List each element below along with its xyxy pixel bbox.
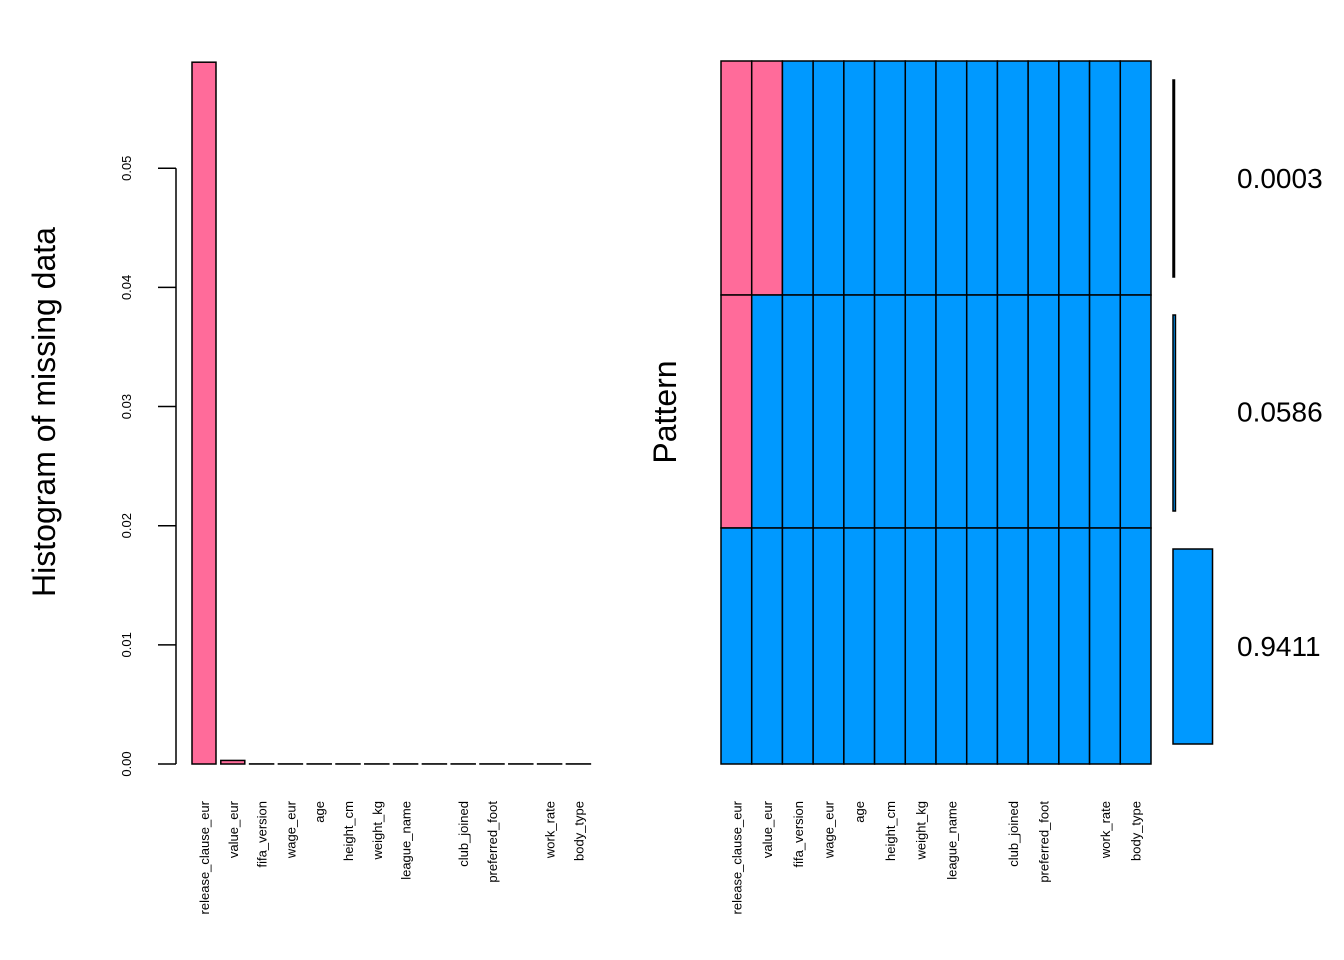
- pattern-cell: [720, 294, 753, 529]
- pattern-cell: [1088, 527, 1122, 765]
- histogram-x-tick-label: age: [312, 801, 327, 823]
- pattern-cell: [843, 60, 876, 296]
- histogram-x-tick-label: height_cm: [341, 801, 356, 861]
- pattern-cell: [873, 527, 907, 765]
- pattern-x-tick-label: wage_eur: [822, 800, 837, 859]
- histogram-x-tick-label: value_eur: [226, 800, 241, 858]
- pattern-cell: [996, 527, 1029, 765]
- pattern-cell: [812, 294, 845, 529]
- histogram-y-tick-label: 0.05: [119, 156, 134, 181]
- pattern-x-tick-label: height_cm: [883, 801, 898, 861]
- pattern-cell: [1027, 60, 1060, 296]
- pattern-x-tick-label: value_eur: [760, 800, 775, 858]
- pattern-cell: [812, 527, 845, 765]
- pattern-proportion-legend: 0.0003 0.0586 0.9411: [1172, 79, 1323, 745]
- pattern-cell: [996, 294, 1029, 529]
- pattern-x-tick-label: fifa_version: [791, 801, 806, 867]
- histogram-bar: [191, 61, 217, 765]
- pattern-proportion-label: 0.9411: [1237, 631, 1321, 662]
- pattern-cell: [935, 294, 968, 529]
- pattern-y-axis-label: Pattern: [647, 360, 683, 463]
- histogram-x-tick-label: body_type: [571, 801, 586, 861]
- pattern-proportion-bar: [1172, 79, 1176, 278]
- pattern-cell: [720, 60, 753, 296]
- pattern-cell: [1058, 60, 1091, 296]
- pattern-x-tick-label: release_clause_eur: [729, 800, 744, 914]
- pattern-cell: [935, 60, 968, 296]
- pattern-x-tick-label: league_name: [944, 801, 959, 880]
- pattern-x-tick-label: preferred_foot: [1037, 801, 1052, 883]
- pattern-proportion-bar: [1172, 548, 1214, 745]
- pattern-cell: [1119, 60, 1152, 296]
- pattern-cell: [1088, 294, 1122, 529]
- histogram-bars: [191, 61, 592, 765]
- pattern-proportion-label: 0.0003: [1237, 163, 1323, 194]
- histogram-y-axis: 0.00 0.01 0.02 0.03 0.04 0.05: [119, 156, 177, 777]
- histogram-x-tick-label: preferred_foot: [485, 801, 500, 883]
- histogram-x-tick-label: league_name: [399, 801, 414, 880]
- pattern-cell: [720, 527, 753, 765]
- pattern-cell: [1119, 527, 1152, 765]
- pattern-cell: [1088, 60, 1122, 296]
- histogram-y-tick-label: 0.02: [119, 513, 134, 538]
- pattern-proportion-label: 0.0586: [1237, 397, 1323, 428]
- pattern-x-tick-label: weight_kg: [914, 801, 929, 861]
- pattern-panel: Pattern release_clause_eur value_eur fifa_…: [647, 60, 1323, 914]
- pattern-cell: [750, 527, 784, 765]
- histogram-x-tick-label: fifa_version: [255, 801, 270, 867]
- pattern-cell: [904, 60, 937, 296]
- pattern-cell: [781, 527, 814, 765]
- pattern-cell: [1058, 527, 1091, 765]
- pattern-cell: [812, 60, 845, 296]
- histogram-y-tick-label: 0.04: [119, 275, 134, 300]
- histogram-x-tick-label: work_rate: [543, 801, 558, 859]
- pattern-x-tick-labels: release_clause_eur value_eur fifa_version w…: [729, 800, 1143, 914]
- histogram-y-axis-label: Histogram of missing data: [26, 227, 62, 597]
- pattern-cell: [750, 294, 784, 529]
- pattern-cell: [781, 60, 814, 296]
- pattern-cell: [904, 527, 937, 765]
- pattern-cell: [843, 294, 876, 529]
- pattern-x-tick-label: body_type: [1129, 801, 1144, 861]
- histogram-y-tick-label: 0.01: [119, 632, 134, 657]
- pattern-x-tick-label: age: [852, 801, 867, 823]
- pattern-proportion-bar: [1172, 314, 1177, 512]
- pattern-cell: [1119, 294, 1152, 529]
- pattern-cell: [965, 527, 999, 765]
- pattern-cell: [873, 294, 907, 529]
- histogram-panel: Histogram of missing data 0.000.010.020.…: [26, 61, 592, 914]
- pattern-cell: [935, 527, 968, 765]
- pattern-cell: [843, 527, 876, 765]
- pattern-cell: [996, 60, 1029, 296]
- histogram-y-tick-label: 0.03: [119, 394, 134, 419]
- pattern-cell: [1027, 527, 1060, 765]
- pattern-cell: [781, 294, 814, 529]
- pattern-cell: [965, 294, 999, 529]
- pattern-cell: [873, 60, 907, 296]
- histogram-x-tick-label: wage_eur: [283, 800, 298, 859]
- pattern-grid: [720, 60, 1152, 765]
- histogram-x-tick-label: weight_kg: [370, 801, 385, 861]
- histogram-x-tick-labels: release_clause_eur value_eur fifa_version w…: [197, 800, 586, 914]
- pattern-cell: [904, 294, 937, 529]
- pattern-cell: [965, 60, 999, 296]
- pattern-cell: [1027, 294, 1060, 529]
- histogram-x-tick-label: club_joined: [456, 801, 471, 867]
- pattern-x-tick-label: work_rate: [1098, 801, 1113, 859]
- pattern-cell: [750, 60, 784, 296]
- histogram-bar: [220, 759, 246, 765]
- pattern-cell: [1058, 294, 1091, 529]
- histogram-y-tick-label: 0.00: [119, 751, 134, 776]
- histogram-x-tick-label: release_clause_eur: [197, 800, 212, 914]
- pattern-x-tick-label: club_joined: [1006, 801, 1021, 867]
